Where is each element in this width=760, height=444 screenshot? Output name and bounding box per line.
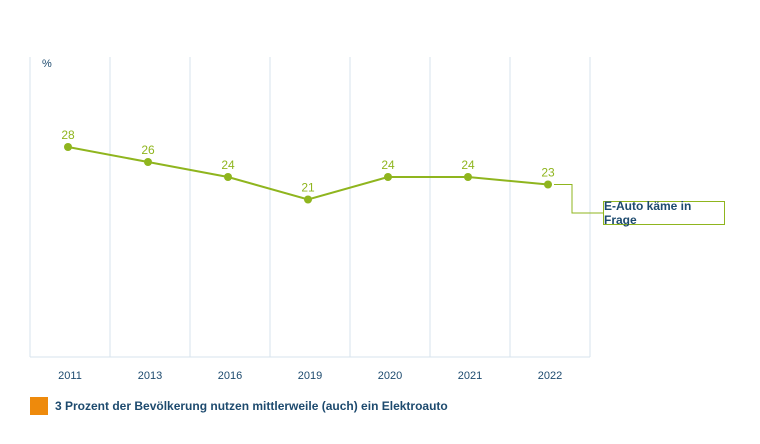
x-tick-label: 2022 (538, 370, 562, 382)
footnote-text: 3 Prozent der Bevölkerung nutzen mittler… (55, 399, 448, 413)
x-tick-label: 2021 (458, 370, 482, 382)
data-point (464, 173, 472, 181)
data-point (544, 180, 552, 189)
x-axis-ticks: 2011 2013 2016 2019 2020 2021 2022 (58, 370, 562, 382)
x-tick-label: 2019 (298, 370, 322, 382)
footnote-swatch (30, 397, 48, 415)
data-label: 24 (461, 158, 475, 172)
data-point (304, 195, 312, 204)
data-label: 24 (221, 158, 235, 172)
x-tick-label: 2013 (138, 370, 162, 382)
x-tick-label: 2016 (218, 370, 242, 382)
data-label: 23 (541, 166, 555, 180)
x-tick-label: 2020 (378, 370, 402, 382)
data-label: 28 (61, 128, 75, 142)
data-label: 21 (301, 181, 315, 195)
series-e-auto: 28 26 24 21 24 24 23 (61, 128, 555, 204)
data-point (224, 173, 232, 181)
series-label: E-Auto käme in Frage (604, 199, 692, 227)
y-unit-label: % (42, 58, 52, 70)
data-point (144, 158, 152, 166)
series-label-box: E-Auto käme in Frage (603, 199, 725, 227)
data-label: 26 (141, 143, 155, 157)
footnote: 3 Prozent der Bevölkerung nutzen mittler… (30, 397, 448, 415)
x-tick-label: 2011 (58, 370, 82, 382)
series-label-connector (554, 184, 603, 214)
data-point (64, 143, 72, 151)
data-label: 24 (381, 158, 395, 172)
data-point (384, 173, 392, 181)
grid-lines (29, 57, 591, 358)
